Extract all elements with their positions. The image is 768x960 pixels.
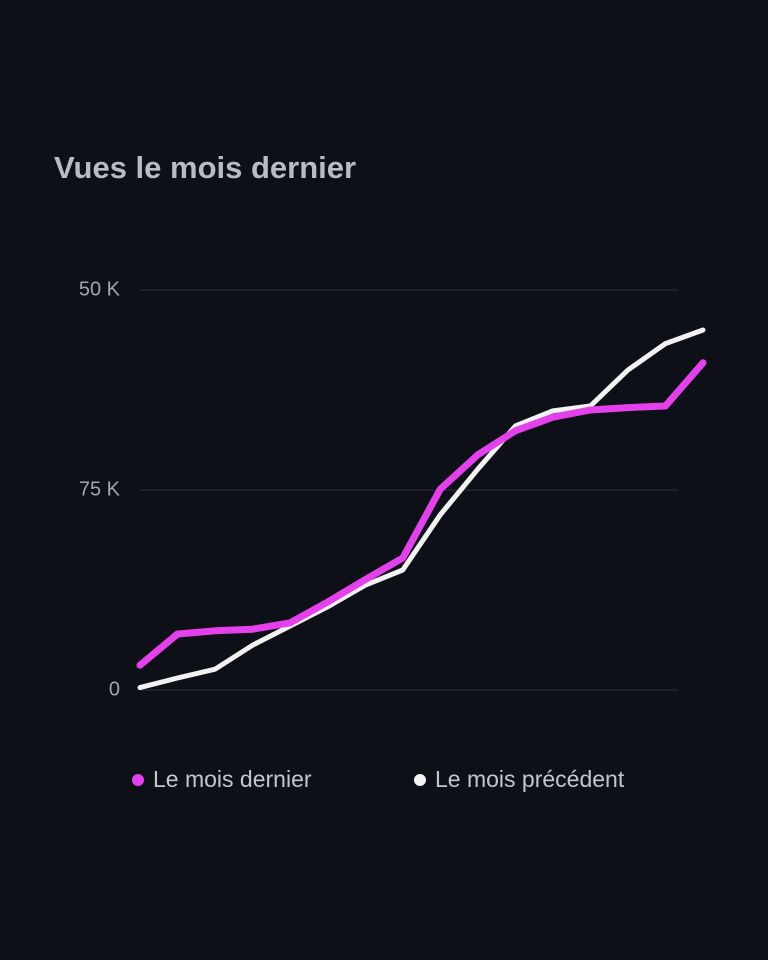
legend-label: Le mois précédent [435, 766, 625, 792]
y-tick-label: 75 K [79, 478, 121, 500]
y-tick-label: 50 K [79, 278, 121, 300]
legend-marker [414, 774, 426, 786]
y-tick-label: 0 [109, 678, 120, 700]
chart-title: Vues le mois dernier [54, 150, 356, 185]
series-line [136, 359, 707, 669]
legend-label: Le mois dernier [153, 766, 312, 792]
series-line [137, 327, 706, 691]
legend-marker [132, 774, 144, 786]
